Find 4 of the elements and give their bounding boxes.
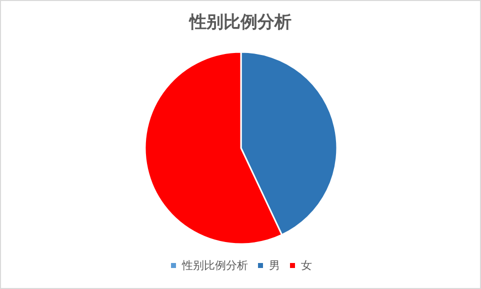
legend-label: 女 [301, 259, 312, 272]
legend-label: 性别比例分析 [181, 259, 248, 272]
legend-label: 男 [269, 259, 280, 272]
chart-title: 性别比例分析 [188, 12, 292, 32]
